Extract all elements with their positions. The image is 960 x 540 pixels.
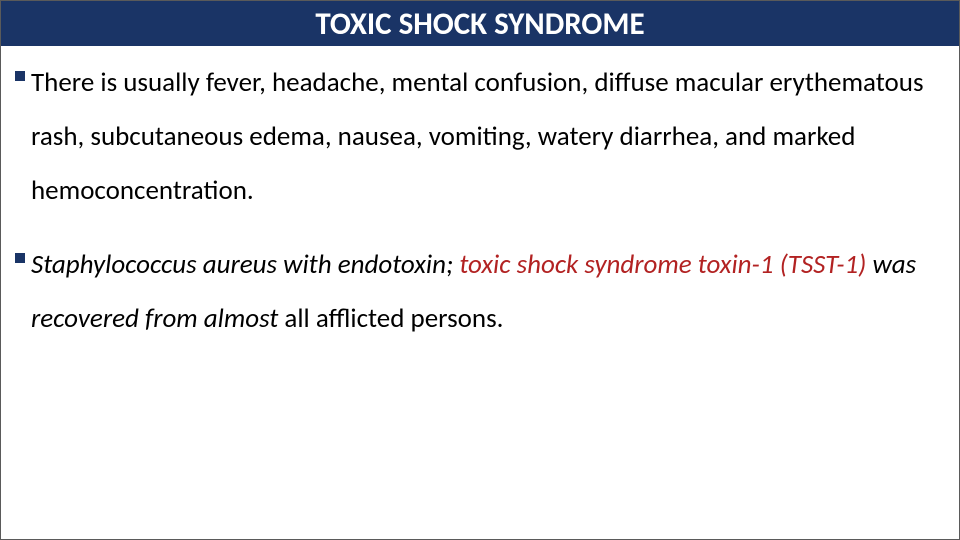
- text-segment: Staphylococcus aureus with endotoxin;: [31, 248, 459, 281]
- text-segment: There is usually fever, headache, mental…: [31, 66, 924, 207]
- bullet-item: There is usually fever, headache, mental…: [15, 56, 945, 218]
- bullet-text: There is usually fever, headache, mental…: [31, 56, 945, 218]
- slide-title: TOXIC SHOCK SYNDROME: [315, 5, 644, 43]
- text-segment: toxic shock syndrome toxin-1 (TSST-1): [459, 248, 866, 281]
- square-bullet-icon: [15, 249, 25, 268]
- bullet-text: Staphylococcus aureus with endotoxin; to…: [31, 238, 945, 346]
- text-segment: all afflicted persons.: [284, 302, 503, 335]
- bullet-item: Staphylococcus aureus with endotoxin; to…: [15, 238, 945, 346]
- slide-content: There is usually fever, headache, mental…: [1, 46, 959, 360]
- slide: TOXIC SHOCK SYNDROME There is usually fe…: [0, 0, 960, 540]
- bullet-list: There is usually fever, headache, mental…: [15, 56, 945, 346]
- slide-title-bar: TOXIC SHOCK SYNDROME: [1, 1, 959, 46]
- square-bullet-icon: [15, 67, 25, 86]
